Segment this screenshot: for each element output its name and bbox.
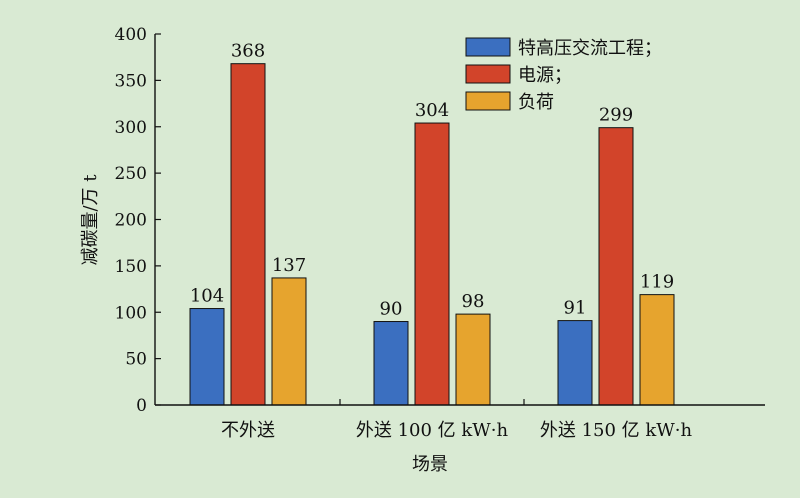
bars-layer xyxy=(189,63,675,406)
data-label-3-3: 119 xyxy=(640,272,674,293)
x-axis-title: 场景 xyxy=(412,454,448,475)
bar-2-1 xyxy=(230,63,266,406)
bar-2-3 xyxy=(598,127,634,406)
y-tick-label-200: 200 xyxy=(115,211,147,231)
axes-layer: 0 50 100 150 200 250 300 350 400 不外送 外送 100 亿 kW·h… xyxy=(115,25,765,441)
legend-label-3: 负荷 xyxy=(518,92,554,113)
y-tick-label-400: 400 xyxy=(115,25,147,45)
y-tick-label-100: 100 xyxy=(115,303,147,323)
bar-3-3 xyxy=(639,294,675,406)
legend-swatch-2 xyxy=(465,64,511,84)
x-category-label-1: 不外送 xyxy=(221,420,275,441)
legend: 特高压交流工程； 电源； 负荷 xyxy=(465,37,662,113)
y-tick-label-300: 300 xyxy=(115,118,147,138)
bar-1-3 xyxy=(557,320,593,406)
data-label-2-2: 304 xyxy=(415,100,449,121)
legend-swatch-1 xyxy=(465,37,511,57)
y-tick-label-250: 250 xyxy=(115,164,147,184)
x-category-label-3: 外送 150 亿 kW·h xyxy=(540,420,693,441)
data-label-3-1: 137 xyxy=(272,255,306,276)
y-tick-label-350: 350 xyxy=(115,71,147,91)
bar-1-2 xyxy=(373,321,409,406)
y-tick-label-50: 50 xyxy=(125,350,147,370)
data-label-3-2: 98 xyxy=(462,291,485,312)
legend-label-1: 特高压交流工程； xyxy=(518,38,662,59)
bar-3-1 xyxy=(271,277,307,406)
x-category-label-2: 外送 100 亿 kW·h xyxy=(356,420,509,441)
data-label-1-3: 91 xyxy=(564,298,587,319)
y-tick-label-0: 0 xyxy=(136,396,147,416)
y-tick-label-150: 150 xyxy=(115,257,147,277)
bar-3-2 xyxy=(455,313,491,406)
legend-swatch-3 xyxy=(465,91,511,111)
y-axis-title: 减碳量/万 t xyxy=(80,174,101,266)
data-label-1-2: 90 xyxy=(380,299,403,320)
data-label-1-1: 104 xyxy=(190,286,224,307)
bar-2-2 xyxy=(414,122,450,406)
bar-1-1 xyxy=(189,308,225,406)
legend-label-2: 电源； xyxy=(518,65,572,86)
data-labels-layer: 104 368 137 90 304 98 91 299 119 xyxy=(190,41,674,320)
data-label-2-3: 299 xyxy=(599,105,633,126)
data-label-2-1: 368 xyxy=(231,41,265,62)
